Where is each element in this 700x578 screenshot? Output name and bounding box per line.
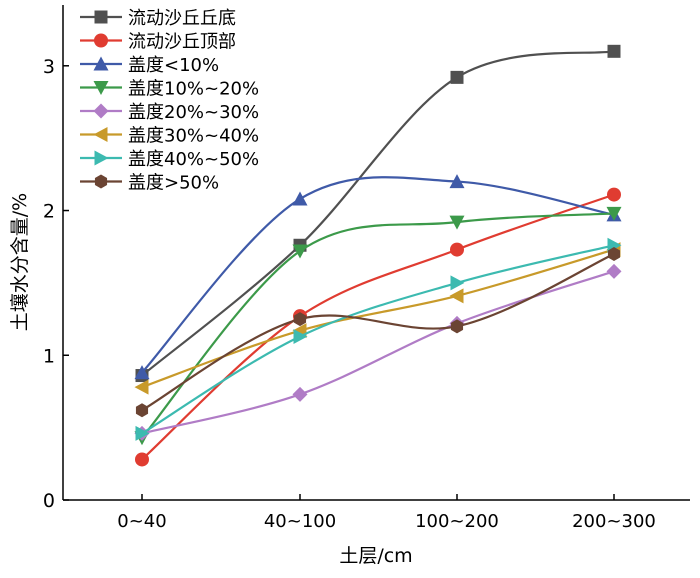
legend-label: 流动沙丘顶部 [128,32,236,53]
legend-item: 盖度10%~20% [80,79,259,100]
legend-marker [93,56,109,71]
y-tick-label: 0 [43,490,55,512]
series-line [141,176,615,374]
y-tick-label: 2 [43,201,55,223]
series-line [141,212,615,439]
data-point [450,319,464,334]
legend-item: 盖度>50% [80,173,219,194]
x-tick-label: 200~300 [572,511,656,532]
data-point [450,70,464,84]
data-point [292,191,308,206]
legend-marker [94,33,108,48]
data-point [450,242,464,257]
data-point [135,452,149,467]
series-line [141,193,615,461]
data-point [606,263,622,279]
legend-item: 流动沙丘顶部 [80,32,236,53]
series-7 [135,246,621,418]
legend-marker [94,150,109,166]
data-point [607,44,621,58]
data-point [292,386,308,402]
series-line [141,50,615,377]
data-point [293,328,308,344]
data-point [134,365,150,380]
series-line [141,244,615,435]
legend-label: 流动沙丘丘底 [128,8,236,29]
legend-label: 盖度20%~30% [128,102,259,123]
legend-label: 盖度10%~20% [128,79,259,100]
data-point [135,403,149,418]
series-line [141,270,615,435]
y-tick-label: 3 [43,56,55,78]
legend-label: 盖度30%~40% [128,126,259,147]
x-tick-label: 100~200 [415,511,499,532]
series-3 [134,206,622,446]
legend-label: 盖度<10% [128,55,219,76]
legend-item: 盖度30%~40% [80,126,259,147]
legend-marker [94,10,108,24]
legend-marker [93,127,108,142]
x-tick-label: 40~100 [264,511,336,532]
data-point [449,288,464,304]
legend-item: 流动沙丘丘底 [80,8,236,29]
legend-marker [93,81,109,95]
legend-item: 盖度40%~50% [80,149,259,170]
series-5 [134,242,621,395]
data-point [292,244,308,259]
series-line [141,252,615,412]
series-1 [135,187,621,467]
data-point [134,379,149,395]
data-point [293,312,307,327]
data-point [607,187,621,202]
series-2 [134,174,622,380]
legend-marker [93,103,109,119]
legend-item: 盖度<10% [80,55,219,76]
series-line [141,248,615,389]
legend-item: 盖度20%~30% [80,102,259,123]
data-point [607,246,621,261]
y-axis-label: 土壤水分含量/% [9,193,31,331]
data-point [606,206,622,221]
data-point [450,275,465,291]
legend-label: 盖度40%~50% [128,149,259,170]
series-6 [135,237,622,441]
y-tick-label: 1 [43,345,55,367]
x-tick-label: 0~40 [117,511,166,532]
data-point [449,215,465,230]
data-point [449,174,465,189]
legend-label: 盖度>50% [128,173,219,194]
data-point [135,425,150,441]
legend-marker [94,174,108,189]
x-axis-label: 土层/cm [339,545,412,567]
